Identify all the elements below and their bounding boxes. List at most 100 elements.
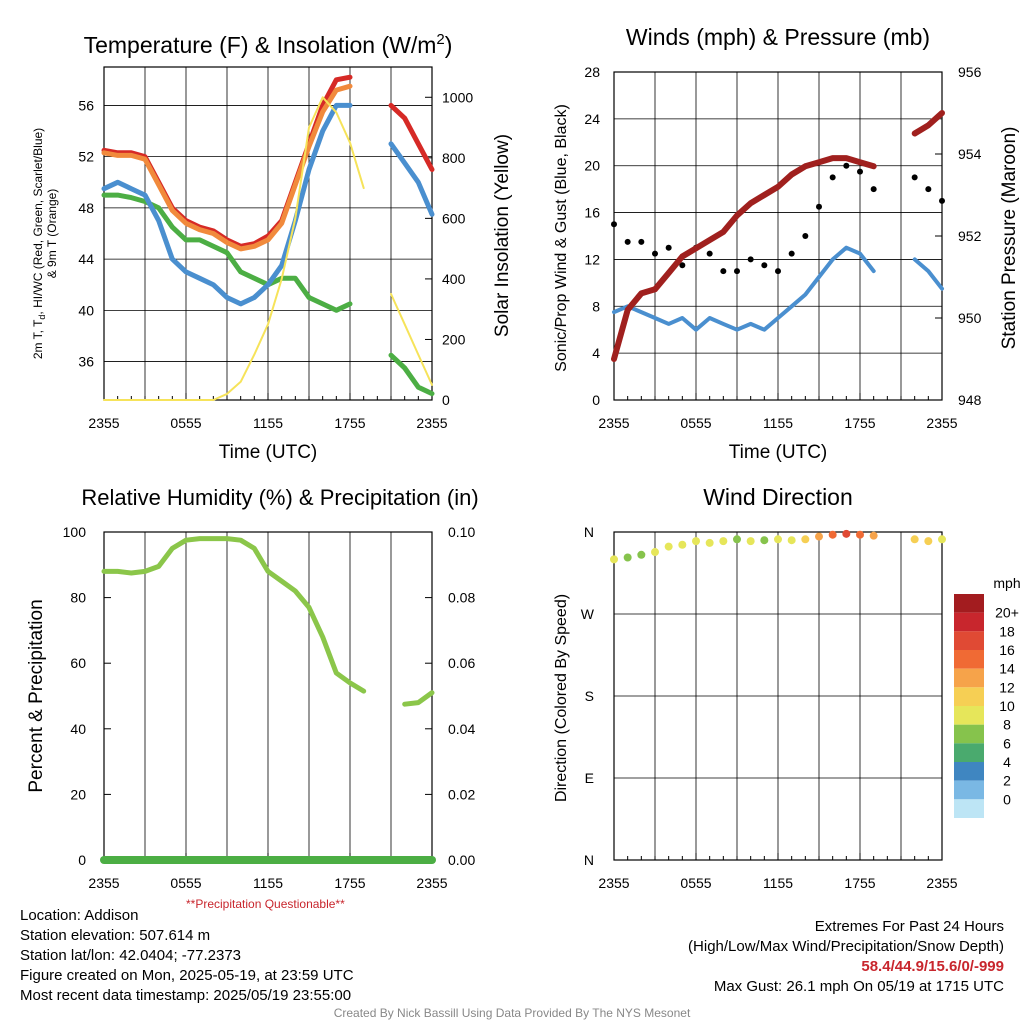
direction-point [760, 536, 769, 545]
y-left-tick-label: S [585, 688, 594, 704]
colorbar-unit-label: mph [993, 575, 1020, 591]
y-left-tick-label: 60 [70, 655, 86, 671]
colorbar-tick-label: 20+ [995, 605, 1019, 621]
gust-point [652, 250, 658, 257]
x-tick-label-4: 2355 [926, 875, 957, 891]
chart-title-temperature: Temperature (F) & Insolation (W/m2) [84, 31, 453, 58]
y-left-tick-label: 16 [584, 205, 600, 221]
y-right-tick-label: 0.08 [448, 590, 475, 606]
wind-speed-line [612, 245, 944, 332]
direction-point [787, 536, 796, 545]
chart-title-humidity: Relative Humidity (%) & Precipitation (i… [81, 485, 478, 510]
colorbar-tick-label: 4 [1003, 754, 1011, 770]
colorbar-swatch [954, 687, 984, 706]
y-left-tick-label: 56 [78, 97, 94, 113]
direction-point [664, 542, 673, 551]
colorbar-tick-label: 8 [1003, 717, 1011, 733]
x-tick-label-2: 2355 [598, 415, 629, 431]
y-right-tick-label: 956 [958, 64, 982, 80]
x-tick-label-1: 0555 [170, 415, 201, 431]
station-elevation: Station elevation: 507.614 m [20, 927, 211, 944]
extremes-title: Extremes For Past 24 Hours [814, 918, 1004, 935]
x-axis-label-winds: Time (UTC) [729, 442, 828, 463]
gust-point [747, 256, 754, 263]
colorbar-tick-label: 10 [999, 698, 1015, 714]
direction-point [678, 540, 687, 549]
direction-point [623, 553, 632, 562]
direction-point [910, 535, 919, 544]
direction-point [774, 535, 782, 544]
direction-point [869, 531, 878, 540]
direction-point [692, 537, 700, 546]
max-gust: Max Gust: 26.1 mph On 05/19 at 1715 UTC [713, 978, 1004, 995]
gust-point [802, 233, 809, 239]
y-right-tick-label: 0.02 [448, 786, 475, 802]
y-left-tick-label: 12 [584, 251, 600, 267]
x-tick-label-4: 1755 [844, 875, 875, 891]
colorbar-swatch [954, 780, 984, 800]
y-left-tick-label: N [584, 852, 594, 868]
gust-point [939, 197, 945, 204]
x-tick-label-1: 1755 [334, 415, 365, 431]
y-right-tick-label: 948 [958, 392, 982, 408]
colorbar-tick-label: 16 [999, 642, 1015, 658]
direction-point [746, 537, 755, 546]
ylabel-part: , HI/WC (Red, Green, Scarlet/Blue) [31, 128, 45, 315]
gust-point [816, 203, 822, 210]
x-tick-label-2: 2355 [926, 415, 957, 431]
y-left-tick-label: 20 [70, 786, 86, 802]
gust-point [706, 250, 713, 257]
chart-title-wind-direction: Wind Direction [703, 484, 853, 510]
y-left-tick-label: E [585, 770, 594, 786]
gust-point [761, 262, 768, 269]
y-left-tick-label: 40 [70, 721, 86, 737]
y-right-tick-label: 952 [958, 228, 982, 244]
colorbar-swatch [954, 668, 984, 688]
colorbar-tick-label: 0 [1003, 791, 1011, 807]
y-left-tick-label: 20 [584, 158, 600, 174]
colorbar-swatch [954, 799, 984, 818]
gust-point [611, 221, 617, 228]
gust-point [720, 268, 727, 275]
y-right-tick-label: 0.00 [448, 852, 475, 868]
direction-point [610, 555, 618, 564]
y-left-tick-label: W [581, 606, 595, 622]
gust-point [734, 268, 740, 275]
y-left-tick-label: 40 [78, 302, 94, 318]
y-left-tick-label: 44 [78, 251, 94, 267]
y-right-tick-label: 954 [958, 146, 982, 162]
insolation-line [103, 96, 433, 401]
extremes-subtitle: (High/Low/Max Wind/Precipitation/Snow De… [688, 938, 1004, 955]
colorbar-tick-label: 12 [999, 679, 1015, 695]
x-tick-label-1: 1155 [253, 415, 283, 431]
humidity-line [101, 536, 435, 707]
y-right-tick-label: 950 [958, 310, 982, 326]
y-left-tick-label: 52 [78, 149, 94, 165]
extremes-values: 58.4/44.9/15.6/0/-999 [861, 958, 1004, 975]
direction-point [856, 530, 864, 539]
station-latlon: Station lat/lon: 42.0404; -77.2373 [20, 947, 242, 964]
x-tick-label-3: 1755 [334, 875, 365, 891]
pressure-line [611, 110, 945, 362]
temperature-series-line-1 [101, 83, 353, 252]
colorbar-swatch [954, 743, 984, 762]
y-left-tick-label: 24 [584, 111, 600, 127]
gust-point [679, 262, 686, 269]
y-right-axis-label-pressure: Station Pressure (Maroon) [999, 127, 1020, 350]
gust-point [925, 186, 932, 193]
most-recent-data: Most recent data timestamp: 2025/05/19 2… [20, 987, 352, 1004]
gust-point [870, 186, 877, 193]
title-close: ) [445, 32, 453, 58]
gust-point [775, 268, 781, 275]
colorbar-swatch [954, 706, 984, 725]
direction-point [801, 535, 810, 544]
x-tick-label-1: 2355 [88, 415, 119, 431]
direction-point [924, 537, 933, 546]
direction-point [938, 535, 946, 544]
gust-point [624, 238, 631, 245]
y-right-tick-label: 400 [442, 271, 466, 287]
direction-point [651, 548, 659, 557]
y-left-tick-label: 8 [592, 298, 600, 314]
y-right-tick-label: 600 [442, 210, 466, 226]
direction-point [705, 538, 714, 547]
